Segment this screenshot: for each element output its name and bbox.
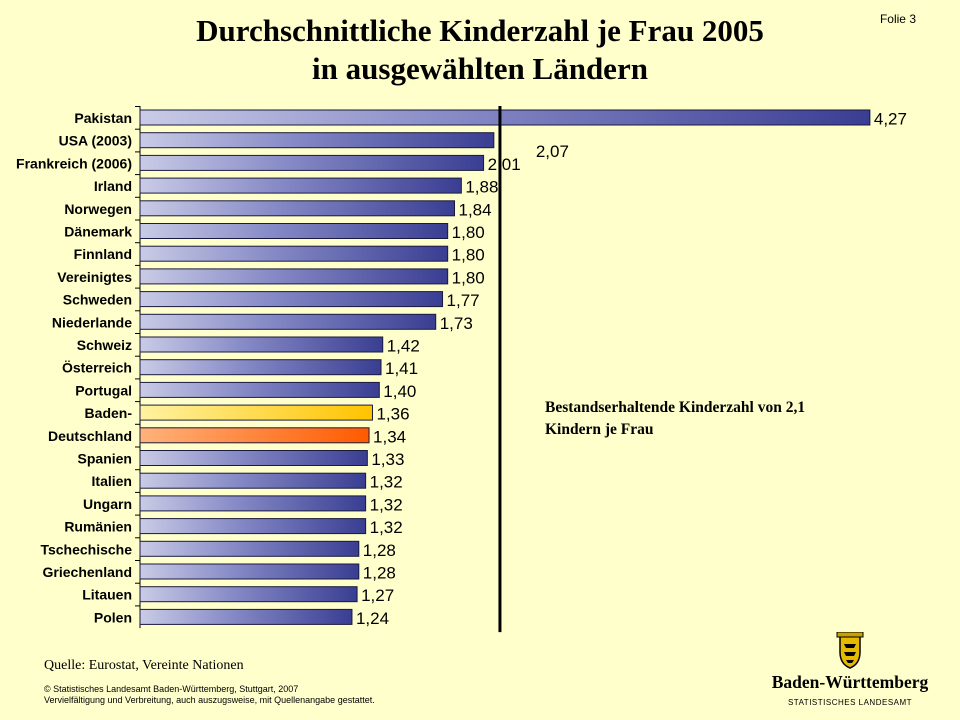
- category-label: Vereinigtes: [57, 269, 132, 285]
- category-label: Portugal: [75, 382, 132, 398]
- bar-irland: [139, 177, 462, 194]
- value-label: 1,24: [356, 609, 389, 628]
- value-label: 2,07: [536, 142, 569, 161]
- chart-title: Durchschnittliche Kinderzahl je Frau 200…: [0, 12, 960, 88]
- category-label: Italien: [92, 473, 132, 489]
- bar-polen: [139, 608, 353, 625]
- bar-österreich: [139, 359, 382, 376]
- bar-pakistan: [139, 109, 871, 126]
- annotation-line2: Kindern je Frau: [545, 421, 654, 438]
- bar-litauen: [139, 586, 358, 603]
- category-label: Rumänien: [64, 519, 132, 535]
- category-label: Dänemark: [64, 224, 132, 240]
- slide-number: Folie 3: [879, 12, 916, 26]
- value-label: 1,27: [361, 586, 394, 605]
- category-label: Litauen: [82, 587, 132, 603]
- category-label: Baden-: [85, 405, 133, 421]
- value-label: 2,01: [488, 155, 521, 174]
- value-label: 1,33: [371, 450, 404, 469]
- value-label: 1,88: [465, 178, 498, 197]
- category-label: Polen: [94, 609, 132, 625]
- bar-deutschland: [139, 427, 370, 444]
- category-label: Deutschland: [48, 428, 132, 444]
- logo-name: Baden-Württemberg: [771, 672, 929, 692]
- value-label: 1,80: [452, 223, 485, 242]
- value-label: 1,40: [383, 382, 416, 401]
- reference-line-annotation: Bestandserhaltende Kinderzahl von 2,1 Ki…: [545, 397, 905, 441]
- logo: Baden-Württemberg STATISTISCHES LANDESAM…: [760, 632, 940, 712]
- category-label: Norwegen: [64, 201, 132, 217]
- bar-rumänien: [139, 518, 367, 535]
- bar-tschechische: [139, 540, 360, 557]
- bar-vereinigtes: [139, 268, 449, 285]
- category-label: Irland: [94, 178, 132, 194]
- bar-schweiz: [139, 336, 384, 353]
- category-label: Frankreich (2006): [16, 155, 132, 171]
- value-label: 1,80: [452, 268, 485, 287]
- bar-schweden: [139, 291, 444, 308]
- category-label: Finnland: [74, 246, 132, 262]
- bar-finnland: [139, 245, 449, 262]
- logo-subtitle: STATISTISCHES LANDESAMT: [787, 698, 913, 707]
- value-label: 1,36: [376, 405, 409, 424]
- category-label: Ungarn: [83, 496, 132, 512]
- bar-frankreich-2006: [139, 154, 485, 171]
- value-label: 1,80: [452, 246, 485, 265]
- value-label: 1,28: [363, 564, 396, 583]
- value-label: 1,42: [387, 337, 420, 356]
- annotation-line1: Bestandserhaltende Kinderzahl von 2,1: [545, 399, 806, 416]
- bar-norwegen: [139, 200, 456, 217]
- value-label: 1,34: [373, 427, 406, 446]
- bar-griechenland: [139, 563, 360, 580]
- chart-title-line2: in ausgewählten Ländern: [312, 51, 648, 86]
- category-label: Schweden: [63, 292, 132, 308]
- bar-usa-2003: [139, 132, 495, 149]
- value-label: 1,32: [370, 495, 403, 514]
- bar-spanien: [139, 450, 368, 466]
- bar-baden: [139, 404, 373, 421]
- category-label: USA (2003): [59, 133, 132, 149]
- bar-dänemark: [139, 223, 449, 239]
- chart-title-line1: Durchschnittliche Kinderzahl je Frau 200…: [196, 13, 764, 48]
- category-label: Pakistan: [74, 110, 132, 126]
- value-label: 4,27: [874, 110, 907, 129]
- bar-portugal: [139, 381, 380, 398]
- copyright-line1: © Statistisches Landesamt Baden-Württemb…: [44, 684, 299, 694]
- source-note: Quelle: Eurostat, Vereinte Nationen: [44, 658, 244, 673]
- category-label: Spanien: [78, 451, 132, 467]
- bar-niederlande: [139, 313, 437, 330]
- bar-italien: [139, 472, 367, 489]
- category-label: Schweiz: [77, 337, 132, 353]
- category-label: Tschechische: [40, 541, 132, 557]
- value-label: 1,77: [447, 291, 480, 310]
- category-label: Österreich: [62, 360, 132, 376]
- value-label: 1,28: [363, 541, 396, 560]
- value-label: 1,32: [370, 473, 403, 492]
- category-label: Griechenland: [43, 564, 132, 580]
- coat-of-arms-icon: [836, 632, 864, 669]
- copyright-line2: Vervielfältigung und Verbreitung, auch a…: [44, 695, 375, 705]
- value-label: 1,73: [440, 314, 473, 333]
- category-label: Niederlande: [52, 314, 132, 330]
- copyright-note: © Statistisches Landesamt Baden-Württemb…: [44, 684, 375, 706]
- value-label: 1,84: [459, 200, 492, 219]
- bar-ungarn: [139, 495, 367, 512]
- value-label: 1,32: [370, 518, 403, 537]
- value-label: 1,41: [385, 359, 418, 378]
